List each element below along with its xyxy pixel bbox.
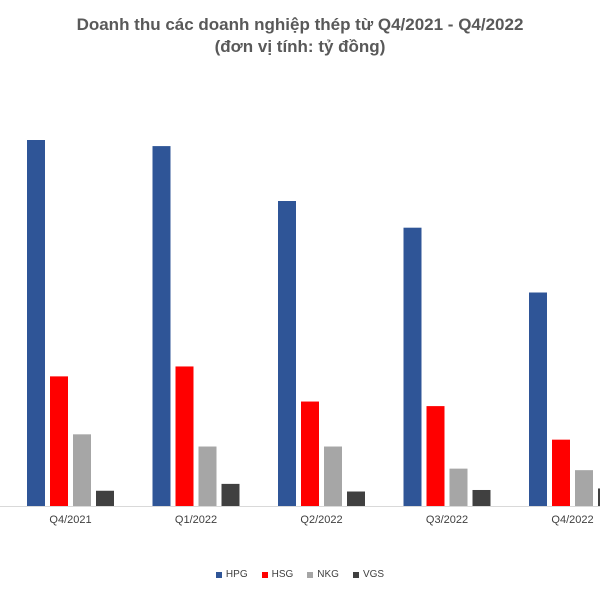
bar-nkg-q4-2022 <box>575 470 593 506</box>
bar-nkg-q1-2022 <box>198 446 217 506</box>
chart-title-block: Doanh thu các doanh nghiệp thép từ Q4/20… <box>0 14 600 58</box>
x-tick-label: Q4/2022 <box>551 514 593 526</box>
bar-hpg-q4-2022 <box>529 292 547 506</box>
bar-nkg-q4-2021 <box>73 434 91 506</box>
bar-vgs-q4-2022 <box>598 488 600 506</box>
bar-vgs-q2-2022 <box>347 491 365 506</box>
bar-hpg-q3-2022 <box>403 227 422 506</box>
legend-item-vgs: VGS <box>352 569 385 580</box>
chart-title: Doanh thu các doanh nghiệp thép từ Q4/20… <box>76 15 524 34</box>
bar-vgs-q4-2021 <box>96 490 114 506</box>
legend-swatch <box>307 571 314 578</box>
bar-nkg-q2-2022 <box>324 446 342 506</box>
legend-swatch <box>261 571 268 578</box>
x-tick-label: Q4/2021 <box>49 514 91 526</box>
bar-hsg-q1-2022 <box>175 366 194 506</box>
legend-label: HPG <box>225 569 248 580</box>
bar-hsg-q2-2022 <box>301 401 319 506</box>
legend-swatch <box>352 571 359 578</box>
bar-nkg-q3-2022 <box>449 468 468 506</box>
x-tick-label: Q2/2022 <box>300 514 342 526</box>
bar-hsg-q4-2021 <box>50 376 68 506</box>
chart-subtitle: (đơn vị tính: tỷ đồng) <box>214 37 386 56</box>
legend-item-hpg: HPG <box>215 569 248 580</box>
legend-label: HSG <box>271 569 294 580</box>
legend-item-hsg: HSG <box>261 569 294 580</box>
legend-item-nkg: NKG <box>307 569 339 580</box>
x-tick-label: Q3/2022 <box>426 514 468 526</box>
bar-vgs-q1-2022 <box>221 483 240 506</box>
legend-label: VGS <box>362 569 385 580</box>
bar-hsg-q3-2022 <box>426 406 445 506</box>
bar-hsg-q4-2022 <box>552 439 570 506</box>
bar-hpg-q2-2022 <box>278 201 296 506</box>
bar-hpg-q4-2021 <box>27 140 45 506</box>
chart-legend: HPG HSG NKG VGS <box>0 569 600 580</box>
bar-vgs-q3-2022 <box>472 489 491 506</box>
legend-label: NKG <box>317 569 339 580</box>
bar-hpg-q1-2022 <box>152 146 171 506</box>
x-tick-label: Q1/2022 <box>175 514 217 526</box>
legend-swatch <box>215 571 222 578</box>
